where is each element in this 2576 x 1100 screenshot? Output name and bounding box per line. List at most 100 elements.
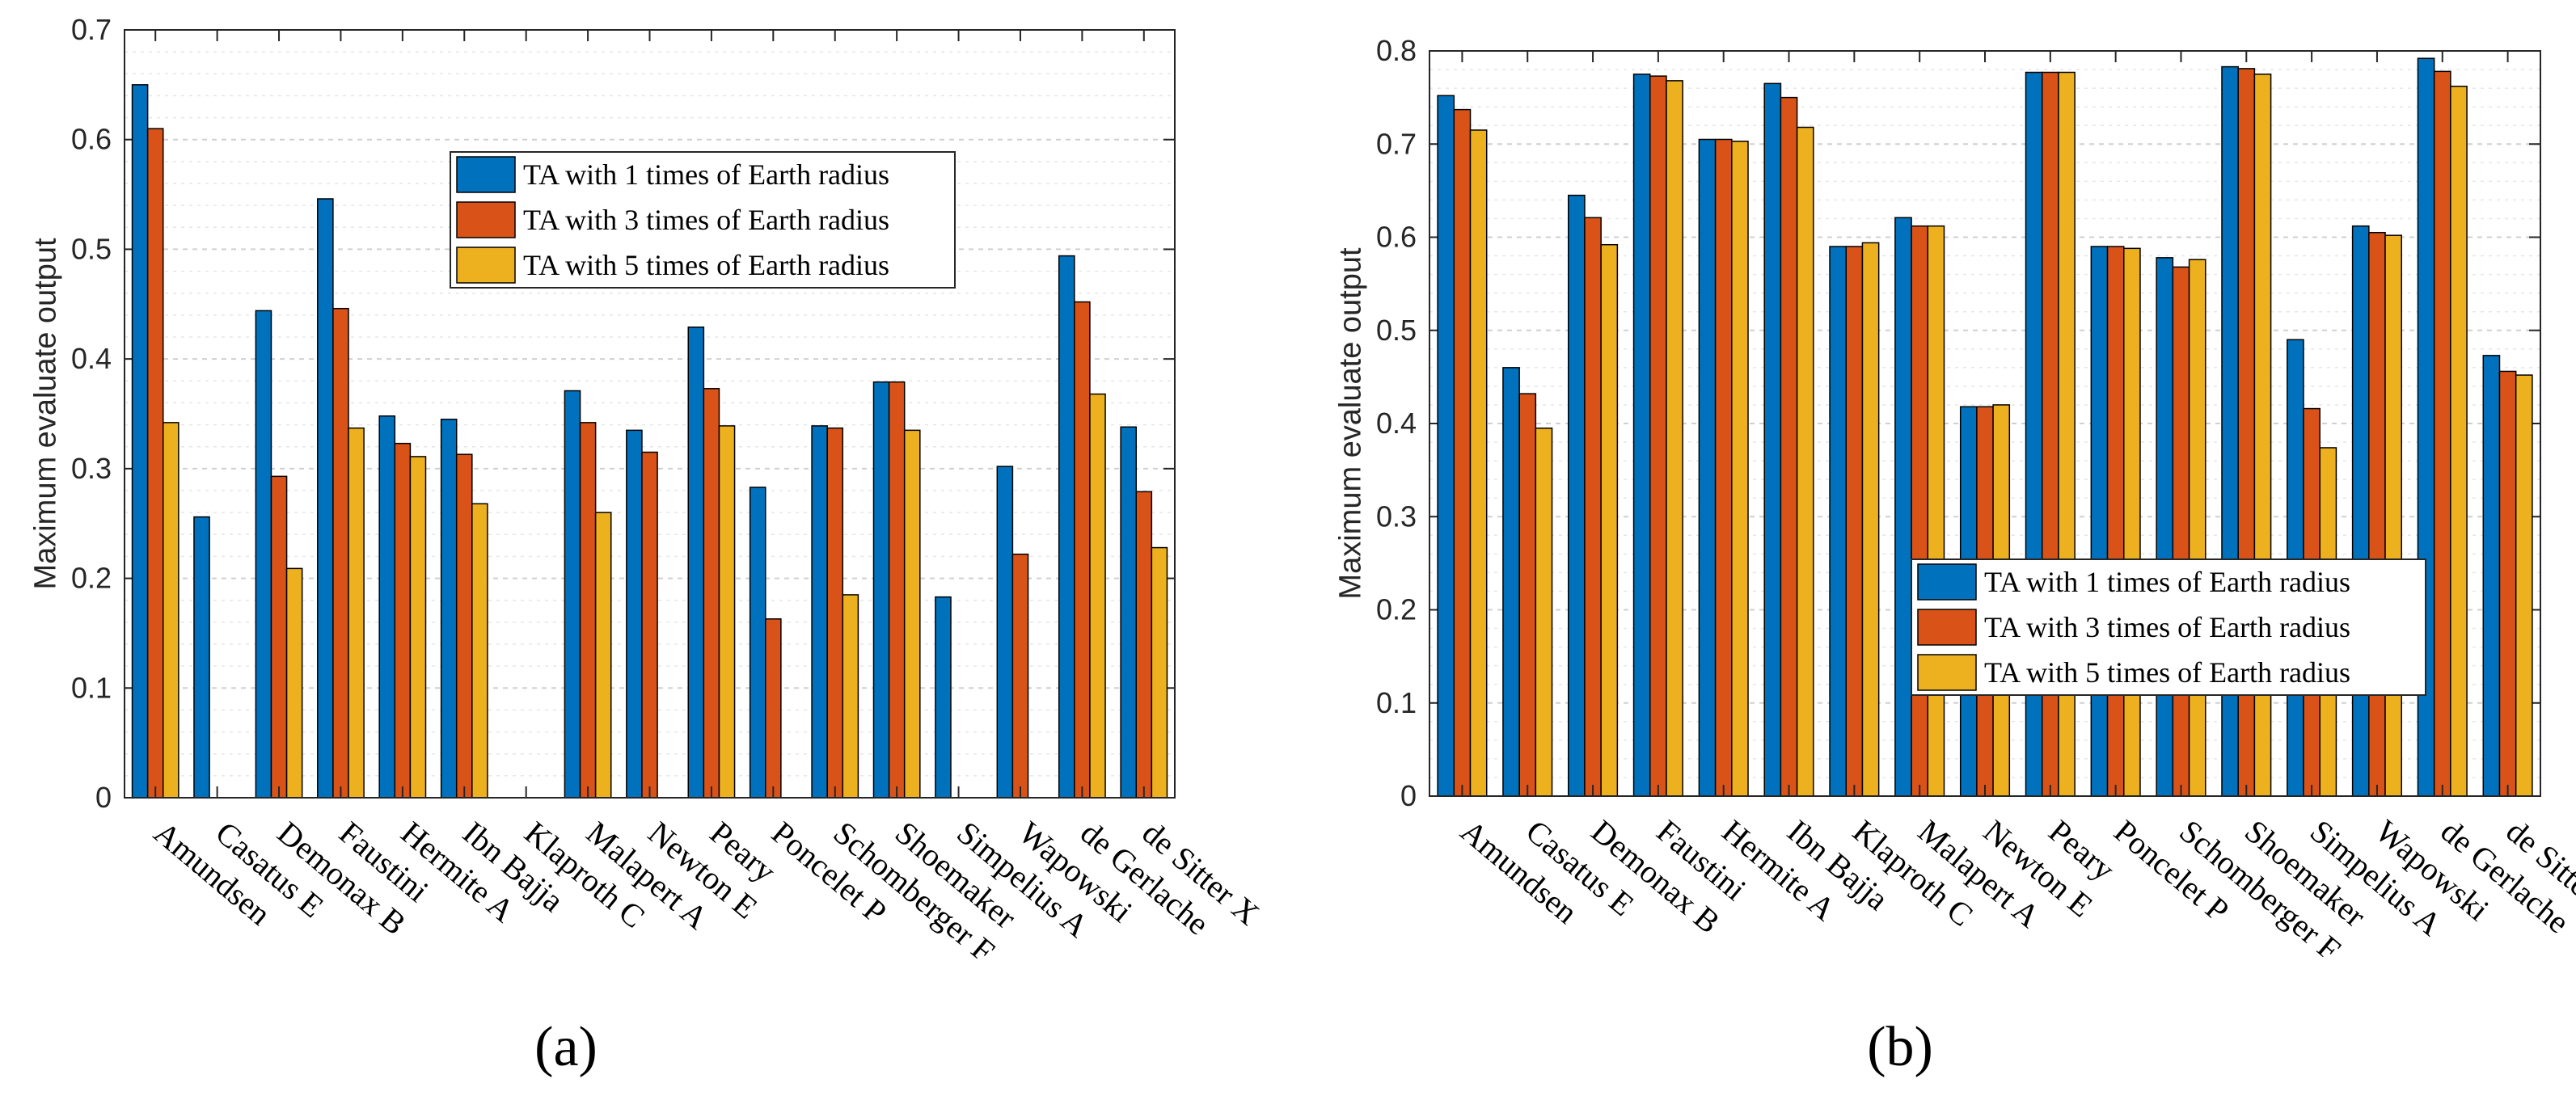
- bar-klaproth-c-ta-with-5-times-of-earth-radius: [1861, 242, 1880, 797]
- y-tick-label: 0.4: [1376, 407, 1417, 440]
- bar-casatus-e-ta-with-1-times-of-earth-radius: [193, 516, 210, 799]
- bar-ibn-bajja-ta-with-5-times-of-earth-radius: [1796, 126, 1814, 797]
- y-tick-label: 0.2: [71, 562, 112, 595]
- bar-de-sitter-x-ta-with-3-times-of-earth-radius: [2498, 370, 2517, 797]
- bar-hermite-a-ta-with-1-times-of-earth-radius: [1698, 138, 1717, 797]
- bar-faustini-ta-with-3-times-of-earth-radius: [332, 307, 349, 799]
- bar-schomberger-f-ta-with-3-times-of-earth-radius: [826, 427, 844, 799]
- bar-amundsen-ta-with-1-times-of-earth-radius: [1437, 95, 1455, 797]
- bar-de-gerlache-ta-with-5-times-of-earth-radius: [1089, 393, 1106, 799]
- bar-klaproth-c-ta-with-1-times-of-earth-radius: [1829, 246, 1848, 797]
- bar-faustini-ta-with-3-times-of-earth-radius: [1649, 75, 1667, 797]
- y-tick-label: 0.3: [71, 452, 112, 485]
- legend-entry-ta-with-3-times-of-earth-radius: TA with 3 times of Earth radius: [1984, 611, 2350, 643]
- y-tick-label: 0: [1400, 779, 1417, 812]
- bar-schomberger-f-ta-with-3-times-of-earth-radius: [2172, 266, 2190, 797]
- bar-malapert-a-ta-with-1-times-of-earth-radius: [1894, 217, 1912, 797]
- bar-ibn-bajja-ta-with-1-times-of-earth-radius: [1763, 82, 1782, 797]
- bar-wapowski-ta-with-3-times-of-earth-radius: [2368, 231, 2386, 797]
- bar-malapert-a-ta-with-5-times-of-earth-radius: [594, 512, 612, 799]
- bar-peary-ta-with-1-times-of-earth-radius: [687, 327, 705, 799]
- y-tick-label: 0.3: [1376, 499, 1417, 533]
- bar-malapert-a-ta-with-3-times-of-earth-radius: [1911, 225, 1929, 797]
- bar-wapowski-ta-with-5-times-of-earth-radius: [2384, 234, 2403, 797]
- bar-schomberger-f-ta-with-1-times-of-earth-radius: [811, 425, 828, 799]
- y-tick-label: 0.6: [1376, 221, 1417, 254]
- bar-hermite-a-ta-with-3-times-of-earth-radius: [394, 442, 412, 799]
- bar-de-sitter-x-ta-with-5-times-of-earth-radius: [1151, 546, 1168, 799]
- y-tick-label: 0.5: [1376, 314, 1417, 347]
- legend-entry-ta-with-1-times-of-earth-radius: TA with 1 times of Earth radius: [1984, 566, 2350, 598]
- y-tick-label: 0.8: [1376, 34, 1417, 67]
- legend: TA with 1 times of Earth radius TA with 3…: [450, 151, 956, 289]
- bar-wapowski-ta-with-1-times-of-earth-radius: [2351, 225, 2370, 797]
- bar-schomberger-f-ta-with-5-times-of-earth-radius: [842, 594, 859, 799]
- bar-hermite-a-ta-with-5-times-of-earth-radius: [409, 456, 427, 799]
- bar-demonax-b-ta-with-1-times-of-earth-radius: [255, 310, 272, 799]
- bar-peary-ta-with-3-times-of-earth-radius: [703, 388, 720, 799]
- bar-demonax-b-ta-with-3-times-of-earth-radius: [270, 475, 288, 799]
- bar-schomberger-f-ta-with-1-times-of-earth-radius: [2156, 257, 2174, 797]
- y-tick-label: 0.6: [71, 123, 112, 156]
- axes-box: [124, 29, 1176, 799]
- legend-box: [450, 151, 956, 289]
- bar-newton-e-ta-with-1-times-of-earth-radius: [626, 429, 643, 799]
- bar-shoemaker-ta-with-5-times-of-earth-radius: [903, 429, 921, 799]
- bar-poncelet-p-ta-with-1-times-of-earth-radius: [749, 487, 766, 799]
- legend-swatch-ta-with-5-times-of-earth-radius: [1917, 654, 1977, 691]
- bar-de-sitter-x-ta-with-3-times-of-earth-radius: [1135, 491, 1153, 799]
- legend: TA with 1 times of Earth radius TA with 3…: [1911, 558, 2426, 696]
- bar-poncelet-p-ta-with-1-times-of-earth-radius: [2090, 246, 2109, 797]
- y-tick-label: 0.7: [1376, 127, 1417, 160]
- legend-entry-ta-with-5-times-of-earth-radius: TA with 5 times of Earth radius: [1984, 656, 2350, 689]
- bar-de-gerlache-ta-with-3-times-of-earth-radius: [2433, 70, 2451, 797]
- bar-amundsen-ta-with-3-times-of-earth-radius: [146, 128, 164, 799]
- bar-poncelet-p-ta-with-3-times-of-earth-radius: [765, 618, 782, 799]
- bar-malapert-a-ta-with-1-times-of-earth-radius: [564, 390, 581, 799]
- bar-malapert-a-ta-with-5-times-of-earth-radius: [1927, 225, 1945, 797]
- bar-de-gerlache-ta-with-1-times-of-earth-radius: [1058, 255, 1075, 799]
- bar-shoemaker-ta-with-1-times-of-earth-radius: [872, 381, 890, 799]
- y-tick-label: 0.1: [1376, 686, 1417, 719]
- bar-ibn-bajja-ta-with-1-times-of-earth-radius: [440, 419, 458, 799]
- bar-casatus-e-ta-with-1-times-of-earth-radius: [1502, 367, 1520, 797]
- bar-newton-e-ta-with-3-times-of-earth-radius: [641, 451, 658, 799]
- bar-ibn-bajja-ta-with-5-times-of-earth-radius: [471, 503, 488, 799]
- bar-casatus-e-ta-with-5-times-of-earth-radius: [1535, 428, 1553, 797]
- legend-swatch-ta-with-3-times-of-earth-radius: [1917, 609, 1977, 646]
- legend-swatch-ta-with-1-times-of-earth-radius: [1917, 563, 1977, 601]
- bar-demonax-b-ta-with-1-times-of-earth-radius: [1568, 194, 1586, 797]
- bar-ibn-bajja-ta-with-3-times-of-earth-radius: [1780, 96, 1798, 797]
- bar-de-sitter-x-ta-with-1-times-of-earth-radius: [1120, 426, 1137, 799]
- bar-wapowski-ta-with-1-times-of-earth-radius: [996, 466, 1014, 799]
- bar-wapowski-ta-with-3-times-of-earth-radius: [1011, 553, 1029, 799]
- bar-faustini-ta-with-1-times-of-earth-radius: [317, 198, 334, 799]
- legend-swatch-ta-with-3-times-of-earth-radius: [456, 201, 516, 238]
- bar-faustini-ta-with-5-times-of-earth-radius: [348, 427, 365, 799]
- bar-demonax-b-ta-with-3-times-of-earth-radius: [1584, 217, 1602, 797]
- bar-amundsen-ta-with-1-times-of-earth-radius: [131, 84, 149, 799]
- y-tick-label: 0.4: [71, 342, 112, 375]
- y-tick-label: 0.5: [71, 232, 112, 265]
- y-axis-label: Maximum evaluate output: [1333, 247, 1367, 600]
- panel-label: (a): [534, 1016, 598, 1078]
- y-tick-label: 0.1: [71, 671, 112, 704]
- axes-box: [1429, 50, 2541, 797]
- legend-swatch-ta-with-1-times-of-earth-radius: [456, 156, 516, 193]
- y-tick-label: 0.2: [1376, 593, 1417, 626]
- panel-label: (b): [1867, 1016, 1933, 1078]
- bar-amundsen-ta-with-5-times-of-earth-radius: [1469, 129, 1488, 797]
- bar-peary-ta-with-5-times-of-earth-radius: [718, 425, 736, 799]
- bar-poncelet-p-ta-with-5-times-of-earth-radius: [2123, 247, 2141, 797]
- bar-de-sitter-x-ta-with-1-times-of-earth-radius: [2482, 355, 2501, 797]
- y-axis-label: Maximum evaluate output: [28, 238, 62, 590]
- bar-shoemaker-ta-with-3-times-of-earth-radius: [888, 381, 906, 799]
- bar-malapert-a-ta-with-3-times-of-earth-radius: [579, 422, 597, 799]
- bar-demonax-b-ta-with-5-times-of-earth-radius: [1600, 243, 1619, 797]
- bar-hermite-a-ta-with-1-times-of-earth-radius: [378, 415, 396, 799]
- bar-faustini-ta-with-5-times-of-earth-radius: [1666, 80, 1683, 797]
- bar-de-gerlache-ta-with-5-times-of-earth-radius: [2450, 86, 2468, 797]
- bar-simpelius-a-ta-with-1-times-of-earth-radius: [935, 596, 952, 799]
- bar-poncelet-p-ta-with-3-times-of-earth-radius: [2106, 246, 2125, 797]
